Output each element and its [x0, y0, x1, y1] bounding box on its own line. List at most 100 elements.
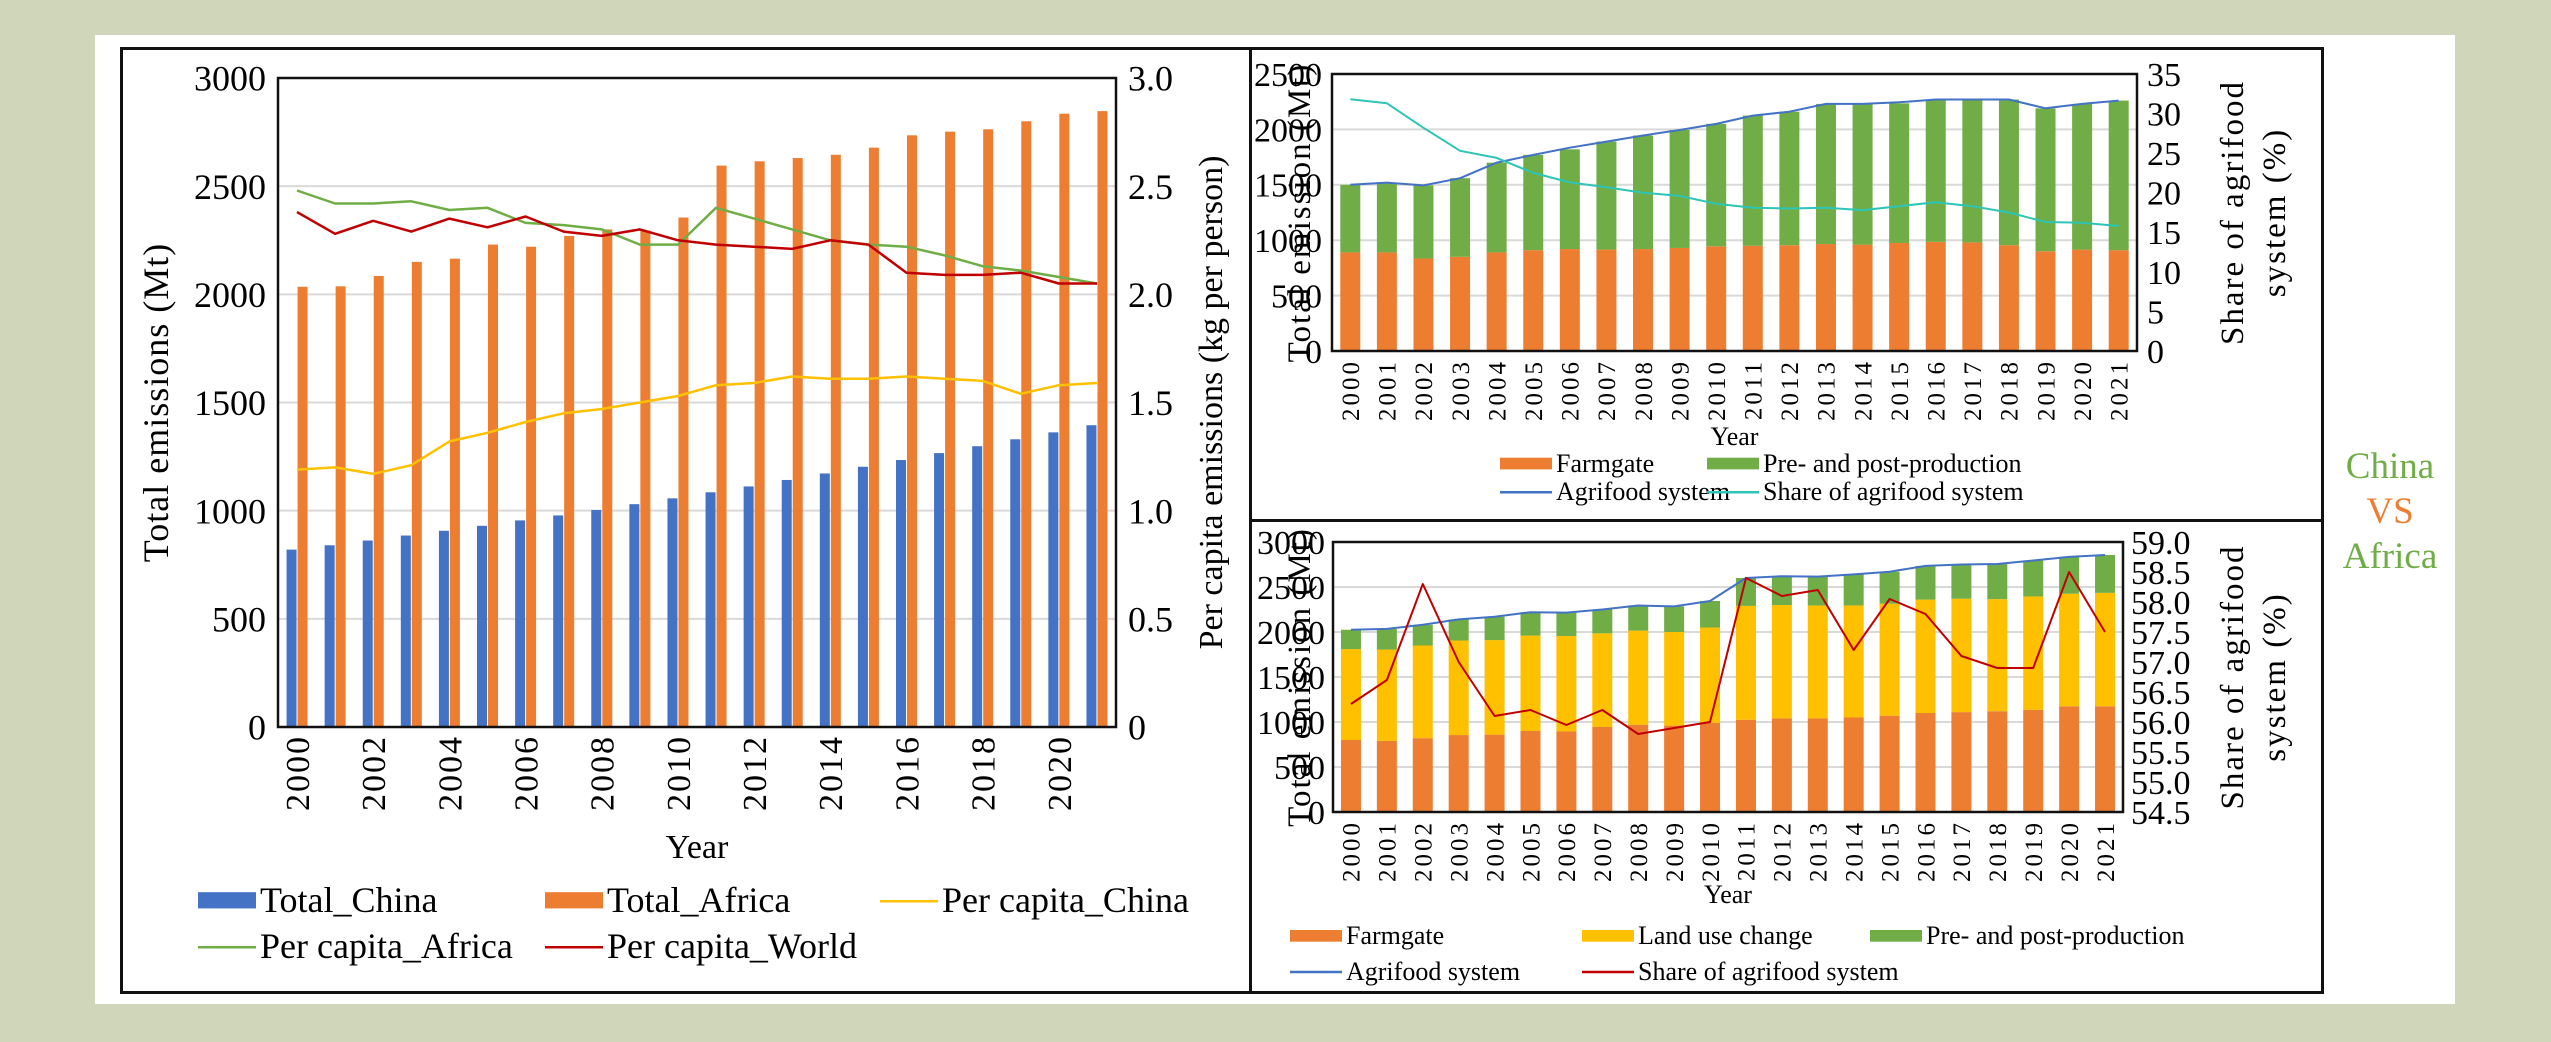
bar-segment-land-use-change: [1628, 630, 1649, 725]
y2-tick-label: 0.5: [1128, 599, 1173, 639]
bar-segment-farmgate: [1596, 249, 1617, 351]
bar-total-africa: [449, 258, 460, 727]
x-tick-label: 2006: [1554, 820, 1581, 882]
bar-segment-land-use-change: [1700, 627, 1721, 723]
y2-tick-label: 57.0: [2131, 645, 2191, 682]
bar-total-africa: [945, 131, 956, 728]
bar-segment-pre-and-post-production: [1889, 103, 1910, 243]
plot-area-border: [1330, 72, 2139, 353]
bar-segment-farmgate: [1484, 734, 1505, 812]
legend-label-farmgate: Farmgate: [1556, 449, 1654, 478]
legend-swatch-land-use-change: [1582, 930, 1634, 942]
legend-label-land-use-change: Land use change: [1638, 921, 1813, 950]
x-tick-label: 2008: [1626, 820, 1653, 882]
x-tick-label: 2004: [432, 735, 469, 811]
y2-tick-label: 1.5: [1128, 383, 1173, 423]
bar-segment-pre-and-post-production: [2072, 103, 2093, 250]
bar-segment-land-use-change: [1915, 599, 1936, 713]
bar-segment-pre-and-post-production: [1340, 184, 1361, 253]
x-tick-label: 2008: [585, 735, 622, 811]
bar-segment-land-use-change: [1556, 636, 1577, 732]
bar-total-africa: [373, 275, 384, 727]
plot-area-border: [1331, 540, 2125, 814]
panel-divider-horizontal: [1249, 519, 2321, 522]
bar-segment-farmgate: [1852, 244, 1873, 351]
x-tick-label: 2005: [1521, 359, 1548, 421]
bar-segment-farmgate: [1962, 242, 1983, 351]
x-tick-label: 2018: [966, 735, 1003, 811]
bar-total-china: [629, 504, 640, 727]
y2-tick-label: 55.5: [2131, 735, 2191, 772]
bar-segment-land-use-change: [1484, 640, 1505, 735]
bar-segment-pre-and-post-production: [1998, 99, 2019, 246]
bar-segment-pre-and-post-production: [1523, 154, 1544, 251]
bar-segment-farmgate: [1771, 718, 1792, 812]
bar-segment-pre-and-post-production: [1448, 619, 1469, 641]
bar-segment-farmgate: [1413, 258, 1434, 351]
bar-segment-farmgate: [1915, 713, 1936, 812]
bar-segment-pre-and-post-production: [1669, 129, 1690, 248]
bar-segment-land-use-change: [1843, 605, 1864, 718]
bar-segment-farmgate: [1706, 246, 1727, 351]
line-agrifood-system: [1350, 98, 2119, 187]
bar-segment-pre-and-post-production: [1925, 99, 1946, 242]
x-axis-title: Year: [1704, 880, 1752, 909]
bar-segment-land-use-change: [1376, 649, 1397, 741]
bar-segment-pre-and-post-production: [2108, 100, 2129, 251]
x-tick-label: 2018: [1985, 820, 2012, 882]
bar-segment-farmgate: [1664, 725, 1685, 812]
x-tick-label: 2019: [2021, 820, 2048, 882]
x-tick-label: 2009: [1662, 820, 1689, 882]
bar-total-china: [1010, 439, 1021, 727]
bar-segment-pre-and-post-production: [1413, 185, 1434, 259]
legend-label-total-africa: Total_Africa: [607, 880, 790, 920]
bar-segment-pre-and-post-production: [1556, 612, 1577, 637]
y2-tick-label: 1.0: [1128, 491, 1173, 531]
bar-segment-pre-and-post-production: [1664, 606, 1685, 632]
bar-segment-land-use-change: [1340, 649, 1361, 740]
y-tick-label: 2000: [194, 275, 266, 315]
x-tick-label: 2013: [1814, 359, 1841, 421]
y2-tick-label: 2.0: [1128, 275, 1173, 315]
y-tick-label: 1000: [1257, 705, 1325, 742]
legend-label-agrifood-system: Agrifood system: [1346, 957, 1520, 986]
bar-segment-pre-and-post-production: [1987, 564, 2008, 600]
bar-total-africa: [868, 147, 879, 728]
y-tick-label: 1500: [1257, 660, 1325, 697]
x-tick-label: 2016: [1913, 820, 1940, 882]
x-tick-label: 2006: [508, 735, 545, 811]
y2-tick-label: 35: [2147, 57, 2181, 94]
legend-label-pre-and-post-production: Pre- and post-production: [1926, 921, 2185, 950]
x-tick-label: 2011: [1741, 359, 1768, 420]
bar-segment-farmgate: [1559, 249, 1580, 351]
bar-segment-pre-and-post-production: [1951, 564, 1972, 599]
bar-segment-land-use-change: [1879, 603, 1900, 716]
bar-segment-farmgate: [1376, 740, 1397, 812]
bar-segment-farmgate: [1815, 244, 1836, 351]
x-tick-label: 2002: [1411, 359, 1438, 421]
bar-segment-farmgate: [1998, 245, 2019, 351]
legend-swatch-pre-and-post-production: [1870, 930, 1922, 942]
x-tick-label: 2014: [1850, 359, 1877, 421]
bar-segment-farmgate: [2035, 251, 2056, 351]
line-share-of-agrifood-system: [1350, 98, 2119, 227]
y-tick-label: 2500: [194, 167, 266, 207]
x-tick-label: 2019: [2033, 359, 2060, 421]
bar-segment-farmgate: [2108, 250, 2129, 351]
bar-segment-land-use-change: [2059, 593, 2080, 707]
bar-total-africa: [907, 135, 917, 727]
x-tick-label: 2001: [1375, 820, 1402, 882]
bar-total-africa: [1059, 113, 1070, 727]
x-tick-label: 2010: [1704, 359, 1731, 421]
y2-tick-label: 55.0: [2131, 765, 2191, 802]
plot-area-border: [276, 76, 1118, 729]
bar-total-africa: [564, 235, 575, 727]
side-label-vs: VS: [2366, 491, 2414, 532]
bar-total-africa: [297, 286, 308, 727]
y-tick-label: 500: [212, 599, 266, 639]
bar-total-china: [286, 549, 297, 727]
x-tick-label: 2000: [1339, 820, 1366, 882]
